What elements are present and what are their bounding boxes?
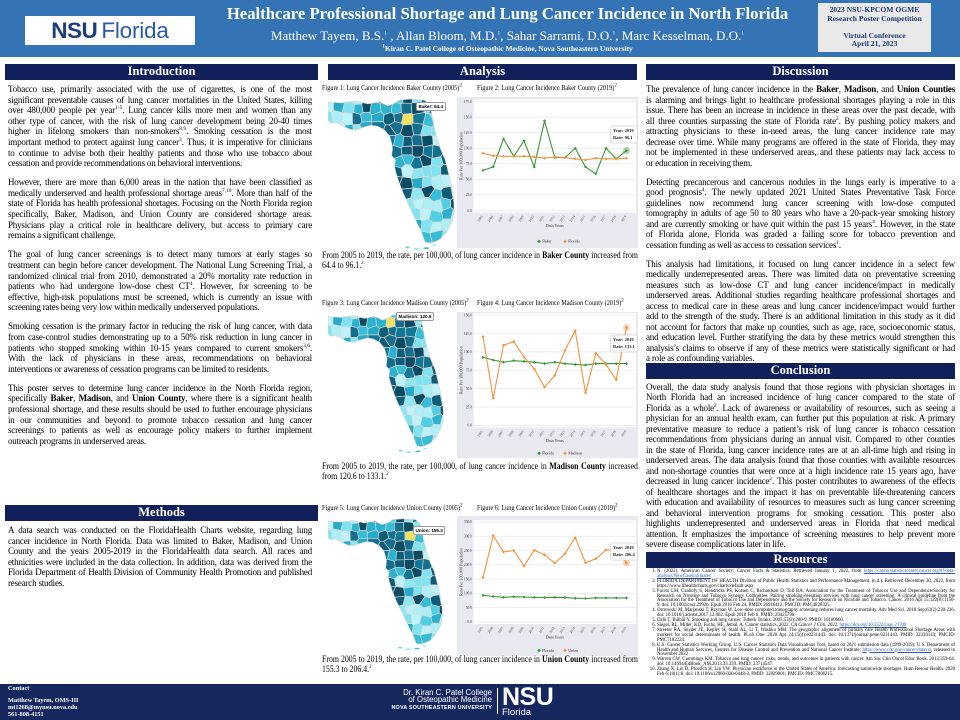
svg-text:2017: 2017 (600, 429, 607, 437)
svg-text:Union: Union (568, 648, 578, 653)
svg-text:75.0: 75.0 (466, 162, 472, 166)
svg-text:25.0: 25.0 (466, 193, 472, 197)
svg-text:2017: 2017 (600, 626, 607, 634)
svg-text:2019: 2019 (620, 626, 627, 634)
svg-text:2005: 2005 (477, 215, 484, 223)
svg-text:100.0: 100.0 (464, 350, 472, 354)
svg-text:2011: 2011 (538, 626, 545, 634)
svg-text:2015: 2015 (579, 215, 586, 223)
svg-text:0.0: 0.0 (468, 209, 473, 213)
svg-text:200.0: 200.0 (464, 563, 472, 567)
svg-text:250.0: 250.0 (464, 549, 472, 553)
svg-text:Florida: Florida (542, 648, 554, 653)
svg-text:Madison: Madison (568, 451, 582, 456)
svg-text:2010: 2010 (528, 626, 535, 634)
svg-text:Rate: 206.4: Rate: 206.4 (613, 552, 635, 557)
svg-text:50.0: 50.0 (466, 387, 472, 391)
svg-text:175.0: 175.0 (464, 100, 472, 104)
svg-text:2015: 2015 (579, 626, 586, 634)
svg-text:Rate Per 100,000 Population: Rate Per 100,000 Population (459, 345, 465, 394)
svg-text:2008: 2008 (507, 215, 514, 223)
svg-text:2006: 2006 (487, 626, 494, 634)
svg-text:2012: 2012 (548, 215, 555, 223)
svg-text:100.0: 100.0 (464, 147, 472, 151)
svg-text:2008: 2008 (507, 626, 514, 634)
svg-text:2012: 2012 (548, 626, 555, 634)
svg-text:Rate Per 100,000 Population: Rate Per 100,000 Population (459, 547, 465, 596)
svg-text:2018: 2018 (610, 215, 617, 223)
svg-text:Florida: Florida (568, 239, 580, 244)
svg-text:125.0: 125.0 (464, 131, 472, 135)
svg-text:2009: 2009 (518, 215, 525, 223)
svg-text:300.0: 300.0 (464, 535, 472, 539)
svg-text:Florida: Florida (542, 451, 554, 456)
svg-text:350.0: 350.0 (464, 520, 472, 524)
svg-text:2014: 2014 (569, 215, 576, 223)
svg-text:2018: 2018 (610, 626, 617, 634)
svg-text:2016: 2016 (589, 626, 596, 634)
svg-text:Rate: 133.1: Rate: 133.1 (613, 344, 635, 349)
svg-text:2010: 2010 (528, 215, 535, 223)
svg-text:Data Years: Data Years (546, 438, 565, 443)
svg-text:2007: 2007 (497, 626, 504, 634)
svg-text:0.0: 0.0 (468, 620, 473, 624)
svg-text:125.0: 125.0 (464, 332, 472, 336)
svg-text:2013: 2013 (559, 215, 566, 223)
svg-text:75.0: 75.0 (466, 369, 472, 373)
svg-text:25.0: 25.0 (466, 405, 472, 409)
svg-text:2005: 2005 (477, 429, 484, 437)
svg-text:Year: 2019: Year: 2019 (613, 545, 634, 550)
svg-text:2013: 2013 (559, 626, 566, 634)
svg-text:2009: 2009 (518, 626, 525, 634)
svg-text:2005: 2005 (477, 626, 484, 634)
svg-text:2010: 2010 (528, 429, 535, 437)
svg-text:2015: 2015 (579, 429, 586, 437)
svg-text:2019: 2019 (620, 429, 627, 437)
svg-text:2011: 2011 (538, 215, 545, 223)
svg-text:2008: 2008 (507, 429, 514, 437)
svg-text:2014: 2014 (569, 626, 576, 634)
svg-text:2009: 2009 (518, 429, 525, 437)
svg-text:2016: 2016 (589, 215, 596, 223)
svg-text:50.0: 50.0 (466, 178, 472, 182)
svg-text:Year: 2019: Year: 2019 (613, 128, 634, 133)
svg-text:2006: 2006 (487, 429, 494, 437)
svg-text:100.0: 100.0 (464, 592, 472, 596)
svg-text:2007: 2007 (497, 215, 504, 223)
svg-text:Rate Per 100,000 Population: Rate Per 100,000 Population (459, 131, 465, 180)
svg-text:2007: 2007 (497, 429, 504, 437)
svg-text:2019: 2019 (620, 215, 627, 223)
svg-text:150.0: 150.0 (464, 577, 472, 581)
svg-text:2012: 2012 (548, 429, 555, 437)
svg-text:2013: 2013 (559, 429, 566, 437)
svg-text:2006: 2006 (487, 215, 494, 223)
svg-text:2017: 2017 (600, 215, 607, 223)
svg-text:0.0: 0.0 (468, 424, 473, 428)
svg-text:Baker: Baker (542, 239, 552, 244)
svg-text:Data Years: Data Years (546, 634, 565, 639)
svg-text:150.0: 150.0 (464, 313, 472, 317)
svg-text:2016: 2016 (589, 429, 596, 437)
svg-text:50.0: 50.0 (466, 606, 472, 610)
svg-text:2011: 2011 (538, 429, 545, 437)
svg-text:2018: 2018 (610, 429, 617, 437)
svg-text:Rate: 96.1: Rate: 96.1 (613, 135, 633, 140)
svg-text:2014: 2014 (569, 429, 576, 437)
svg-text:Data Years: Data Years (546, 223, 565, 228)
svg-text:Year: 2019: Year: 2019 (613, 337, 634, 342)
svg-text:150.0: 150.0 (464, 115, 472, 119)
